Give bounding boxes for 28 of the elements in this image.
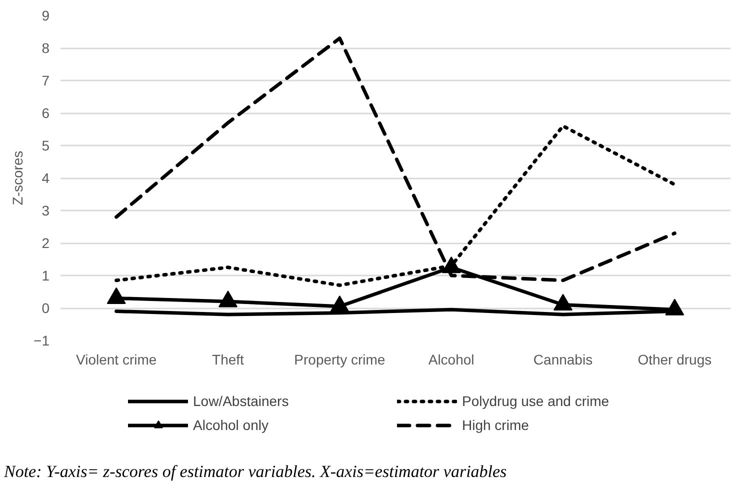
point bbox=[665, 298, 684, 316]
legend-label: Polydrug use and crime bbox=[462, 392, 610, 408]
legend-label: Low/Abstainers bbox=[193, 392, 290, 408]
legend-label: High crime bbox=[462, 416, 530, 432]
point bbox=[106, 287, 126, 304]
x-tick-label: Alcohol bbox=[428, 352, 474, 368]
point bbox=[330, 295, 350, 312]
point bbox=[554, 294, 572, 310]
y-tick-label: 7 bbox=[42, 72, 50, 88]
x-tick-label: Cannabis bbox=[533, 352, 593, 368]
y-tick-label: 1 bbox=[42, 268, 50, 284]
x-tick-label: Theft bbox=[212, 352, 244, 368]
x-tick-label: Property crime bbox=[294, 352, 386, 368]
y-tick-label: 9 bbox=[42, 8, 50, 24]
y-axis-title: Z-scores bbox=[10, 150, 26, 206]
y-tick-label: −1 bbox=[34, 332, 50, 348]
point bbox=[218, 290, 238, 308]
y-tick-label: 2 bbox=[42, 235, 50, 251]
y-tick-label: 8 bbox=[42, 40, 50, 56]
legend-label: Alcohol only bbox=[193, 416, 270, 432]
y-tick-label: 4 bbox=[42, 170, 50, 186]
x-tick-label: Other drugs bbox=[638, 352, 712, 368]
y-tick-label: 3 bbox=[42, 202, 50, 218]
y-tick-label: 0 bbox=[42, 300, 50, 316]
y-tick-label: 6 bbox=[42, 105, 50, 121]
text: Note: Y-axis= z-scores of estimator variables. X-axis=estimator variables bbox=[4, 461, 507, 483]
y-tick-label: 5 bbox=[42, 138, 50, 154]
x-tick-label: Violent crime bbox=[76, 352, 157, 368]
